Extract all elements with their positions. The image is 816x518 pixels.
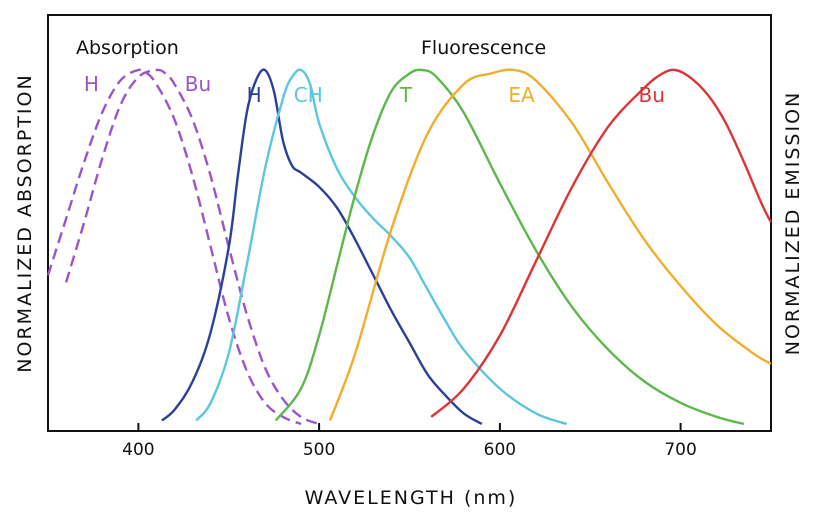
series-label-h: H — [247, 83, 262, 107]
fluorescence-bu-line — [430, 68, 773, 418]
x-tick-label-700: 700 — [664, 440, 696, 460]
x-tick-label-400: 400 — [122, 440, 154, 460]
series-label-bu: Bu — [638, 83, 664, 107]
series-label-ch: CH — [294, 83, 323, 107]
absorption-group-label: Absorption — [76, 37, 179, 59]
x-axis-label: WAVELENGTH (nm) — [305, 487, 518, 509]
fluorescence-ea-line — [328, 68, 772, 421]
y-axis-label-left: NORMALIZED ABSORPTION — [14, 73, 36, 372]
series-label-h: H — [84, 72, 99, 96]
fluorescence-t-line — [274, 68, 745, 426]
fluorescence-ch-line — [195, 68, 568, 426]
series-layer — [46, 68, 773, 426]
x-tick-label-500: 500 — [303, 440, 335, 460]
x-tick-layer: 400 500 600 700 — [122, 423, 697, 460]
series-label-layer: H Bu H CH T EA Bu — [84, 72, 665, 107]
series-label-ea: EA — [508, 83, 535, 107]
series-label-bu: Bu — [185, 72, 211, 96]
series-label-t: T — [399, 83, 413, 107]
fluorescence-group-label: Fluorescence — [421, 37, 546, 59]
plot-frame — [47, 14, 772, 432]
fluorescence-h-line — [161, 68, 483, 426]
absorption-bu-line — [64, 68, 320, 426]
x-tick-label-600: 600 — [484, 440, 516, 460]
y-axis-label-right: NORMALIZED EMISSION — [782, 91, 804, 356]
absorption-h-line — [46, 68, 302, 426]
